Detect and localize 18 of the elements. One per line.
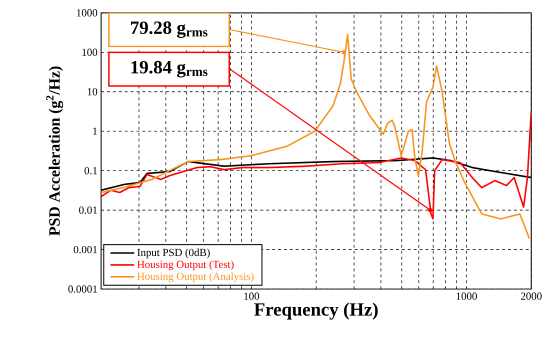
y-tick-label: 10 — [88, 88, 98, 96]
x-tick-label: 2000 — [520, 292, 542, 300]
y-tick-label: 1000 — [76, 9, 98, 16]
annotation: 19.84 g$_{rms}$ — [131, 60, 208, 78]
y-tick-label: 1 — [93, 127, 97, 135]
annotation: 79.28 g$_{rms}$ — [130, 21, 208, 38]
y-tick-label: 0.001 — [74, 246, 97, 254]
y-tick-label: 0.01 — [79, 206, 97, 214]
legend-label: Housing Output (Test) — [137, 260, 234, 270]
x-tick-label: 1000 — [456, 292, 477, 300]
legend-label: Input PSD (0dB) — [137, 248, 210, 258]
legend-label: Housing Output (Analysis) — [137, 272, 254, 282]
x-axis-title: Frequency (Hz) — [254, 302, 378, 320]
y-axis-title: PSD Acceleration (g$^{2}$/Hz) — [46, 66, 64, 236]
x-tick-label: 100 — [244, 292, 260, 300]
y-tick-label: 0.0001 — [68, 285, 97, 293]
y-tick-label: 0.1 — [84, 166, 97, 174]
y-tick-label: 100 — [82, 48, 98, 56]
